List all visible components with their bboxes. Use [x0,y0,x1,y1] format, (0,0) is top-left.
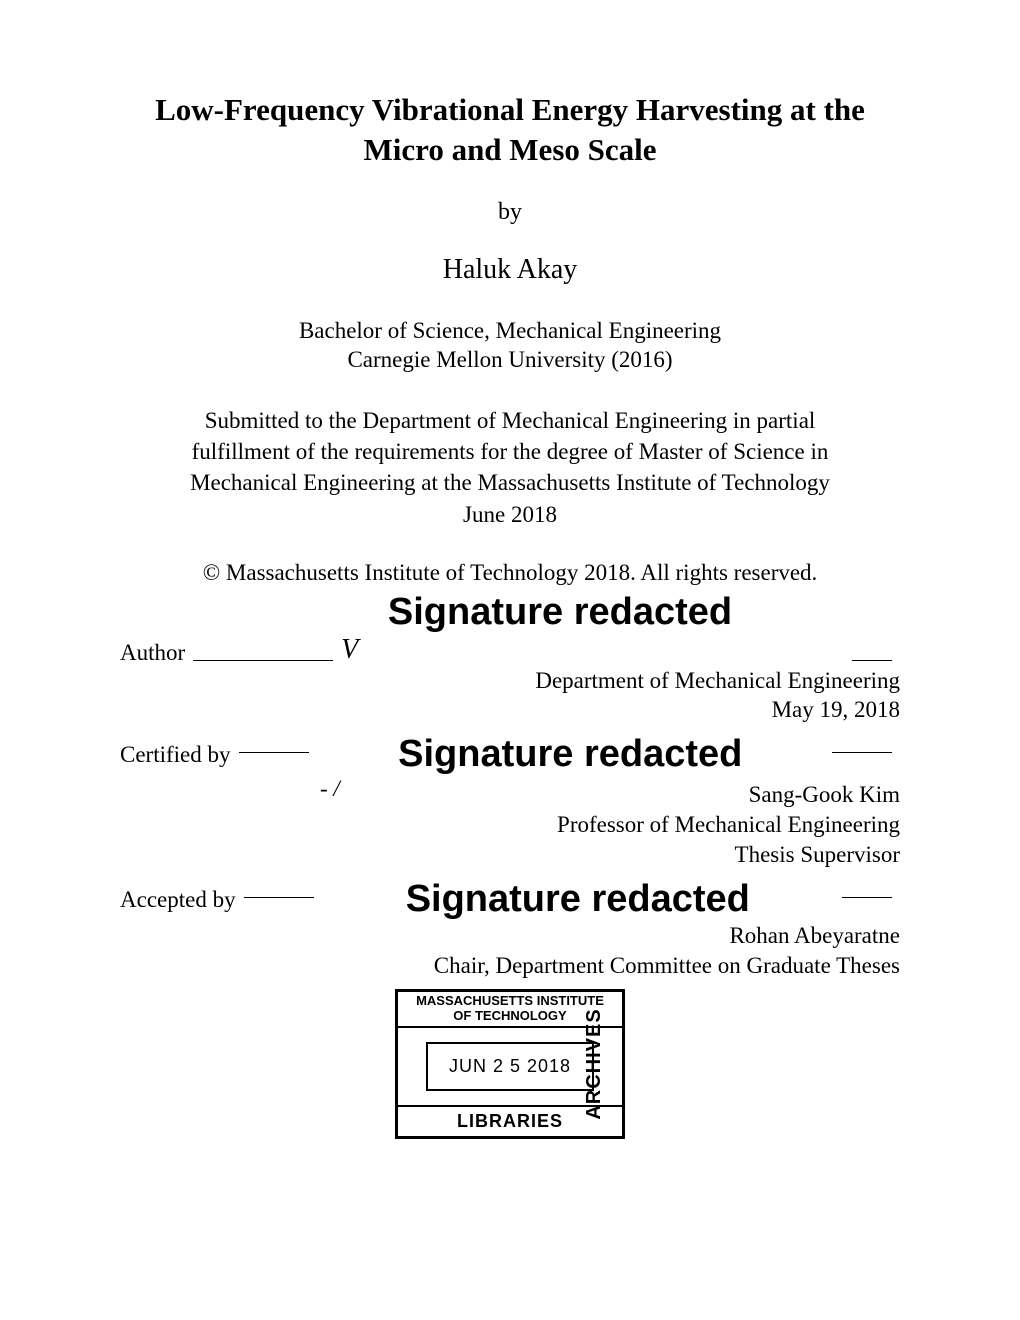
signature-redacted-text: Signature redacted [220,591,900,634]
submission-line3: Mechanical Engineering at the Massachuse… [120,467,900,498]
supervisor-title: Professor of Mechanical Engineering [120,810,900,840]
stamp-date: JUN 2 5 2018 [426,1042,594,1091]
prior-degree-line2: Carnegie Mellon University (2016) [120,345,900,375]
signature-line [832,752,892,753]
author-name: Haluk Akay [120,254,900,286]
by-label: by [120,199,900,226]
author-department: Department of Mechanical Engineering [120,666,900,696]
author-signature-block: Signature redacted Author V Department o… [120,591,900,726]
supervisor-role: Thesis Supervisor [120,840,900,870]
signature-line [244,897,314,898]
submission-date: June 2018 [120,499,900,530]
chair-name: Rohan Abeyaratne [120,921,900,951]
initial-mark: - / [320,776,340,801]
signature-line [852,660,892,661]
certified-label: Certified by [120,742,231,768]
copyright-notice: © Massachusetts Institute of Technology … [120,560,900,586]
accepted-label: Accepted by [120,887,236,913]
signature-line [193,660,333,661]
library-stamp-container: MASSACHUSETTS INSTITUTE OF TECHNOLOGY JU… [120,989,900,1139]
submission-statement: Submitted to the Department of Mechanica… [120,405,900,529]
submission-line1: Submitted to the Department of Mechanica… [120,405,900,436]
accepted-signature-block: Accepted by Signature redacted Rohan Abe… [120,878,900,981]
stamp-header-line1: MASSACHUSETTS INSTITUTE [402,994,618,1009]
archives-label: ARCHIVES [583,1008,606,1119]
supervisor-name: Sang-Gook Kim [120,780,900,810]
author-sign-date: May 19, 2018 [120,695,900,725]
initial-mark: V [341,634,358,666]
signature-redacted-text: Signature redacted [322,878,834,921]
signature-line [239,752,309,753]
chair-title: Chair, Department Committee on Graduate … [120,951,900,981]
certified-signature-block: Certified by Signature redacted - / Sang… [120,733,900,870]
submission-line2: fulfillment of the requirements for the … [120,436,900,467]
library-stamp: MASSACHUSETTS INSTITUTE OF TECHNOLOGY JU… [395,989,625,1139]
signature-line [842,897,892,898]
author-label: Author [120,640,185,666]
prior-degree: Bachelor of Science, Mechanical Engineer… [120,316,900,376]
signature-redacted-text: Signature redacted [317,733,825,776]
prior-degree-line1: Bachelor of Science, Mechanical Engineer… [120,316,900,346]
thesis-title: Low-Frequency Vibrational Energy Harvest… [120,90,900,171]
